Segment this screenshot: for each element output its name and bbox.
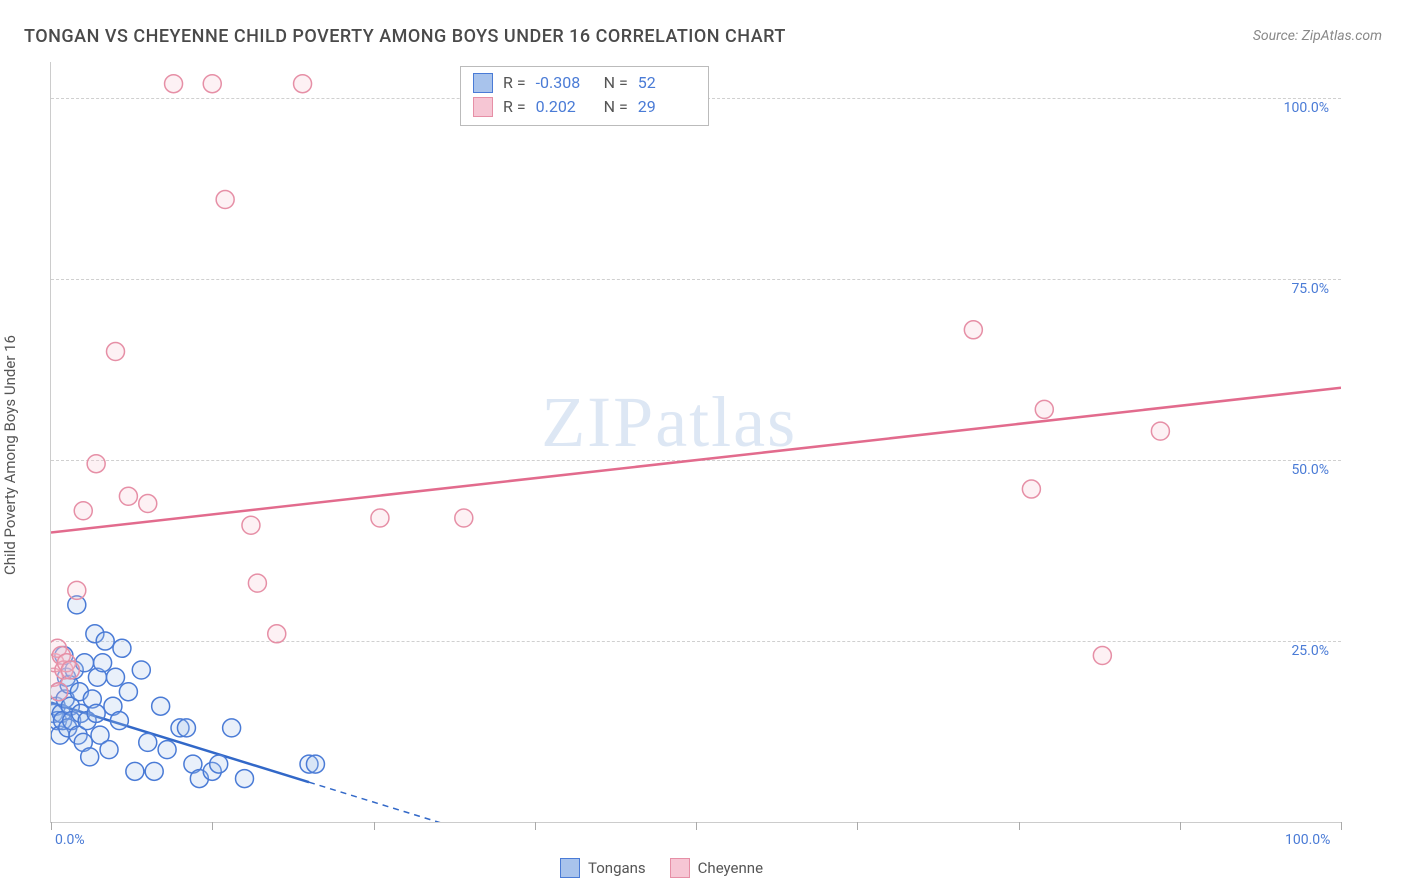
data-point	[119, 487, 137, 505]
data-point	[96, 632, 114, 650]
x-tick	[857, 822, 858, 830]
data-point	[68, 581, 86, 599]
x-tick	[212, 822, 213, 830]
data-point	[1022, 480, 1040, 498]
data-point	[51, 683, 68, 701]
data-point	[268, 625, 286, 643]
data-point	[1093, 647, 1111, 665]
data-point	[216, 191, 234, 209]
stats-row: R = 0.202 N = 29	[473, 95, 696, 119]
data-point	[61, 661, 79, 679]
x-tick-label: 0.0%	[55, 832, 85, 848]
data-point	[152, 697, 170, 715]
data-point	[81, 748, 99, 766]
stat-n-label: N =	[604, 71, 628, 95]
data-point	[455, 509, 473, 527]
x-tick	[1341, 822, 1342, 830]
trend-line	[51, 388, 1341, 533]
data-point	[210, 755, 228, 773]
legend-swatch	[473, 73, 493, 93]
stat-n-label: N =	[604, 95, 628, 119]
data-point	[110, 712, 128, 730]
data-point	[177, 719, 195, 737]
data-point	[74, 502, 92, 520]
chart-title: TONGAN VS CHEYENNE CHILD POVERTY AMONG B…	[24, 26, 786, 47]
legend-item: Tongans	[560, 858, 646, 878]
legend-swatch	[560, 858, 580, 878]
data-point	[158, 741, 176, 759]
legend-label: Tongans	[588, 859, 646, 877]
data-point	[139, 495, 157, 513]
series-legend: Tongans Cheyenne	[560, 858, 763, 878]
data-point	[964, 321, 982, 339]
data-point	[132, 661, 150, 679]
data-point	[1035, 400, 1053, 418]
data-point	[119, 683, 137, 701]
data-point	[371, 509, 389, 527]
data-point	[87, 704, 105, 722]
data-point	[145, 762, 163, 780]
data-point	[248, 574, 266, 592]
legend-label: Cheyenne	[698, 859, 763, 877]
legend-swatch	[670, 858, 690, 878]
data-point	[1151, 422, 1169, 440]
stats-row: R = -0.308 N = 52	[473, 71, 696, 95]
stat-r-label: R =	[503, 95, 526, 119]
data-point	[139, 733, 157, 751]
data-point	[203, 75, 221, 93]
stat-r-value: 0.202	[536, 95, 594, 119]
data-point	[107, 343, 125, 361]
legend-item: Cheyenne	[670, 858, 763, 878]
data-point	[306, 755, 324, 773]
stat-n-value: 52	[638, 71, 696, 95]
x-tick	[1180, 822, 1181, 830]
x-tick	[1019, 822, 1020, 830]
data-point	[87, 455, 105, 473]
stat-r-value: -0.308	[536, 71, 594, 95]
x-tick	[374, 822, 375, 830]
data-point	[165, 75, 183, 93]
x-tick	[535, 822, 536, 830]
data-point	[242, 516, 260, 534]
data-point	[126, 762, 144, 780]
y-axis-label: Child Poverty Among Boys Under 16	[1, 335, 19, 575]
scatter-plot: 25.0%50.0%75.0%100.0%0.0%100.0%ZIPatlas	[50, 62, 1341, 823]
source-label: Source: ZipAtlas.com	[1253, 28, 1382, 44]
data-point	[113, 639, 131, 657]
data-point	[294, 75, 312, 93]
trend-line-dashed	[309, 782, 464, 822]
data-point	[94, 654, 112, 672]
data-point	[107, 668, 125, 686]
data-point	[236, 770, 254, 788]
chart-svg	[51, 62, 1341, 822]
stat-r-label: R =	[503, 71, 526, 95]
data-point	[100, 741, 118, 759]
stats-legend: R = -0.308 N = 52 R = 0.202 N = 29	[460, 66, 709, 126]
x-tick	[51, 822, 52, 830]
data-point	[223, 719, 241, 737]
stat-n-value: 29	[638, 95, 696, 119]
x-tick	[696, 822, 697, 830]
x-tick-label: 100.0%	[1285, 832, 1330, 848]
legend-swatch	[473, 97, 493, 117]
